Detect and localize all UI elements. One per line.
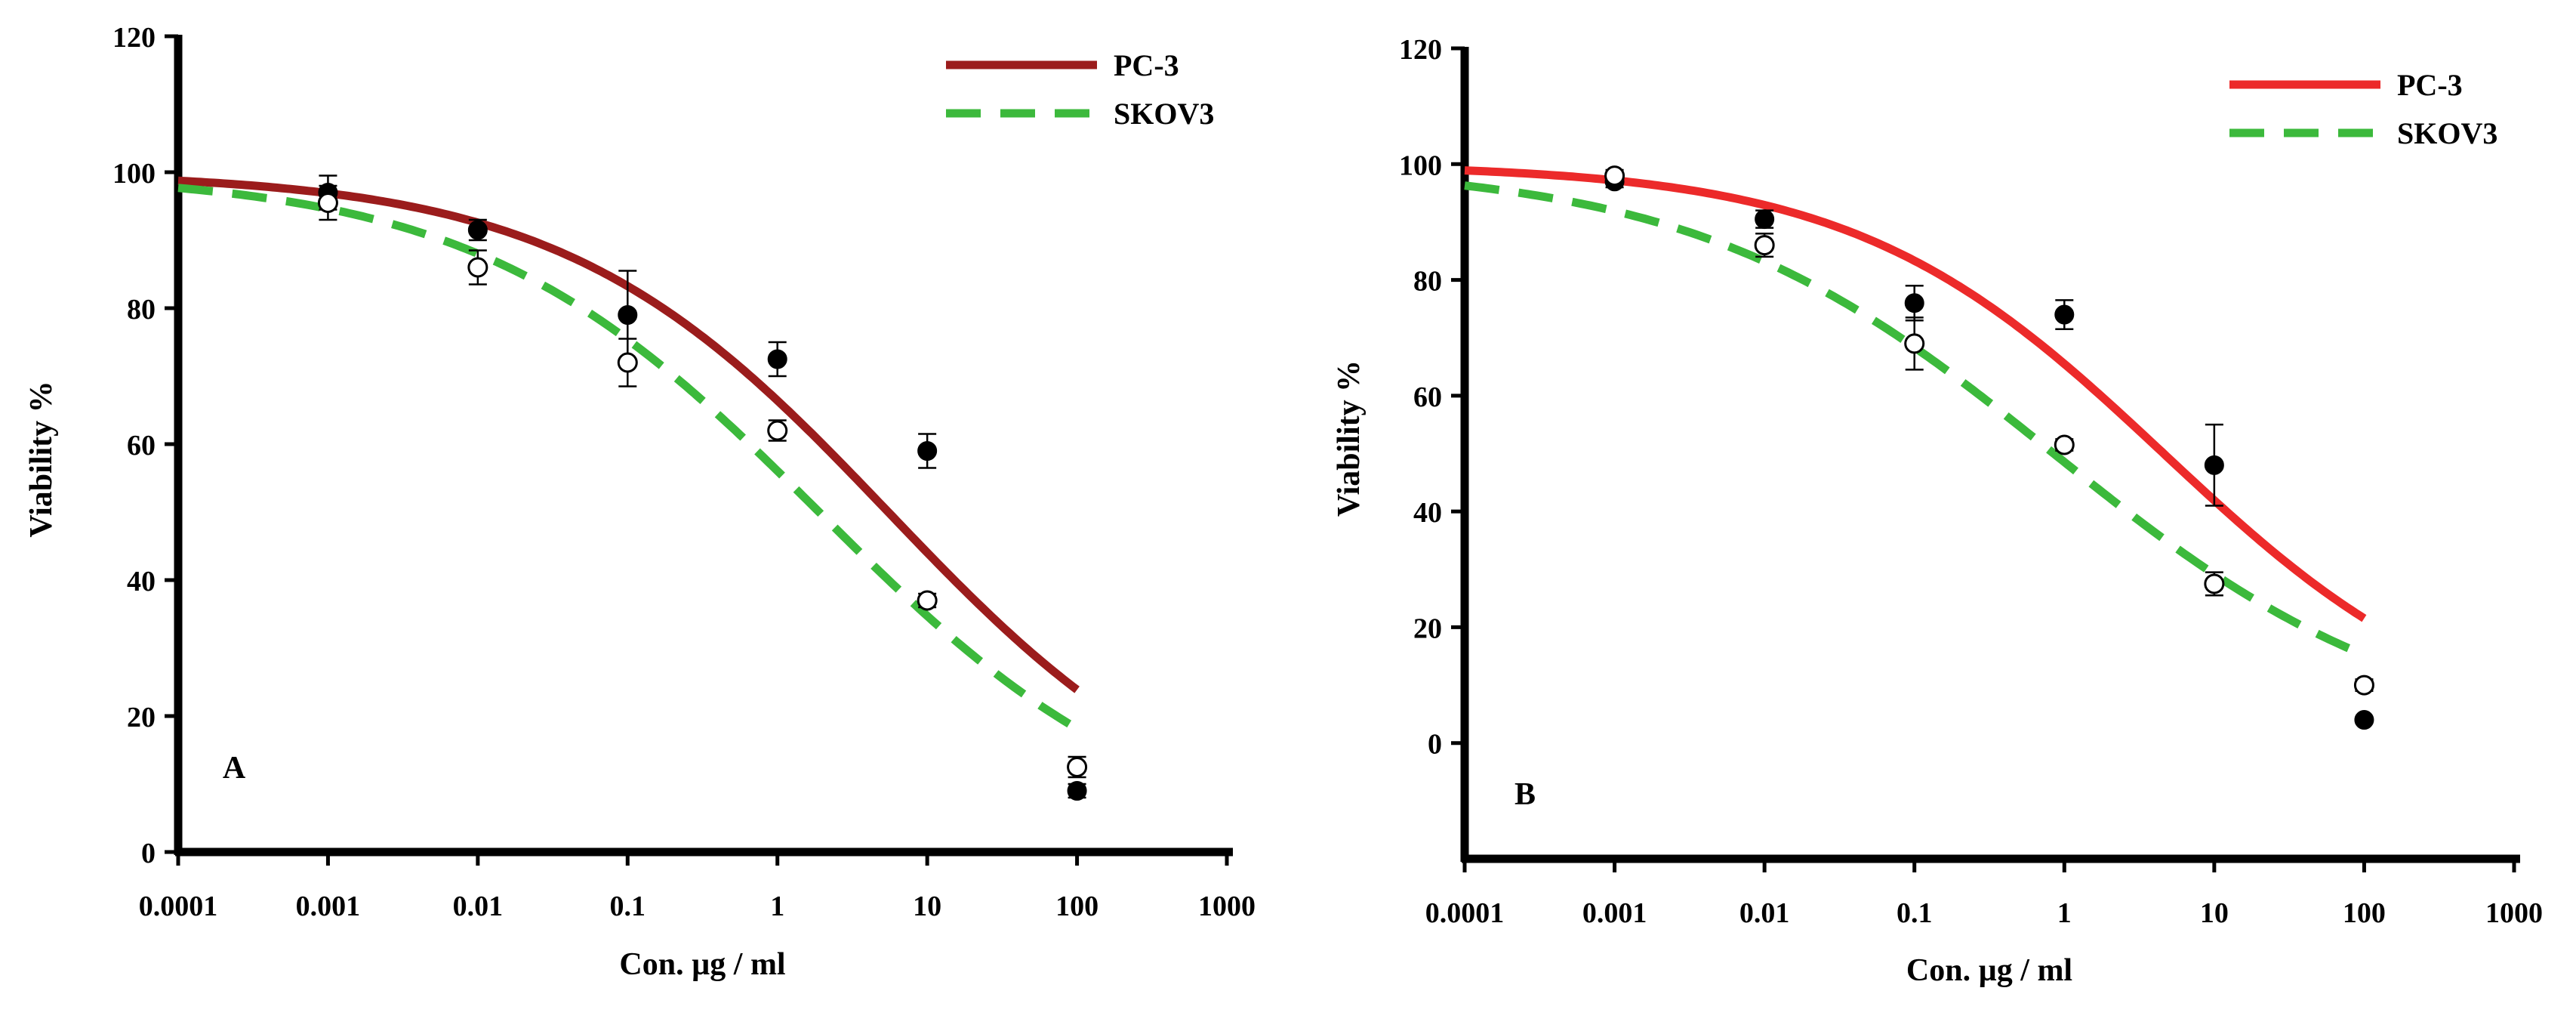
y-tick-label: 100	[112, 158, 156, 190]
data-point-skov3	[2204, 573, 2225, 594]
x-tick-label: 0.01	[1739, 897, 1790, 929]
y-tick-label: 0	[141, 838, 156, 869]
x-tick-label: 0.01	[453, 891, 504, 922]
x-tick-label: 0.001	[296, 891, 361, 922]
fit-curve-pc-3	[177, 176, 1080, 693]
y-tick-label: 60	[1413, 381, 1442, 413]
y-tick-label: 120	[1399, 34, 1442, 66]
legend-label-skov3: SKOV3	[2397, 116, 2497, 150]
fit-curve-pc-3	[1464, 166, 2367, 622]
y-tick-label: 0	[1428, 729, 1442, 761]
legend-label-pc-3: PC-3	[1114, 48, 1179, 82]
data-point-pc-3	[467, 220, 488, 240]
y-tick-label: 20	[1413, 613, 1442, 644]
data-point-skov3	[2054, 434, 2075, 455]
y-tick-label: 40	[127, 566, 156, 597]
y-tick-label: 120	[112, 22, 156, 54]
x-tick-label: 0.1	[1897, 897, 1933, 929]
y-tick-label: 60	[127, 430, 156, 462]
chart-panel-b: 0 20 40 60 80 100 120 0.0001 0.001 0.01 0.1 1 10 100 1…	[1332, 34, 2543, 988]
fit-curve-skov3	[1464, 181, 2366, 659]
fit-curve-skov3	[177, 184, 1080, 733]
y-axis-title: Viability %	[24, 381, 59, 537]
data-point-skov3	[767, 420, 788, 441]
data-point-skov3	[2353, 675, 2374, 696]
x-tick-label: 1000	[1198, 891, 1256, 922]
data-point-pc-3	[1067, 781, 1087, 801]
x-axis-title: Con. µg / ml	[619, 947, 785, 982]
data-point-skov3	[617, 352, 638, 373]
x-tick-label: 10	[913, 891, 941, 922]
data-point-skov3	[1754, 235, 1775, 256]
x-tick-label: 1	[2057, 897, 2072, 929]
panel-label: A	[223, 751, 246, 786]
y-tick-label: 100	[1399, 150, 1442, 181]
y-tick-label: 80	[127, 294, 156, 326]
x-axis-title: Con. µg / ml	[1906, 953, 2072, 988]
data-point-skov3	[1904, 333, 1925, 354]
data-point-pc-3	[767, 349, 787, 369]
x-tick-label: 10	[2200, 897, 2229, 929]
data-point-pc-3	[1904, 293, 1924, 313]
data-point-skov3	[467, 257, 488, 278]
data-point-pc-3	[2204, 455, 2224, 475]
x-tick-label: 0.001	[1582, 897, 1647, 929]
data-point-skov3	[917, 590, 938, 611]
y-tick-label: 80	[1413, 266, 1442, 298]
x-tick-label: 100	[2343, 897, 2386, 929]
data-point-pc-3	[917, 441, 938, 461]
x-tick-label: 100	[1055, 891, 1098, 922]
chart-panel-a: 0 20 40 60 80 100 120 0.0001 0.001 0.01 0.1 1 10 100 1…	[24, 22, 1256, 982]
data-point-pc-3	[2054, 304, 2075, 325]
data-point-skov3	[1604, 165, 1625, 187]
x-tick-label: 1	[770, 891, 784, 922]
x-tick-label: 0.0001	[1425, 897, 1505, 929]
y-tick-label: 40	[1413, 497, 1442, 529]
data-point-pc-3	[618, 305, 638, 325]
x-tick-label: 0.1	[610, 891, 646, 922]
data-point-pc-3	[1755, 209, 1775, 230]
panel-label: B	[1514, 777, 1536, 812]
y-axis-title: Viability %	[1332, 360, 1367, 517]
x-tick-label: 1000	[2485, 897, 2543, 929]
data-point-pc-3	[2354, 710, 2374, 730]
legend-label-pc-3: PC-3	[2397, 68, 2463, 102]
x-tick-label: 0.0001	[139, 891, 218, 922]
data-point-skov3	[1067, 757, 1088, 777]
y-tick-label: 20	[127, 702, 156, 733]
legend-label-skov3: SKOV3	[1114, 97, 1214, 131]
data-point-skov3	[317, 193, 338, 213]
